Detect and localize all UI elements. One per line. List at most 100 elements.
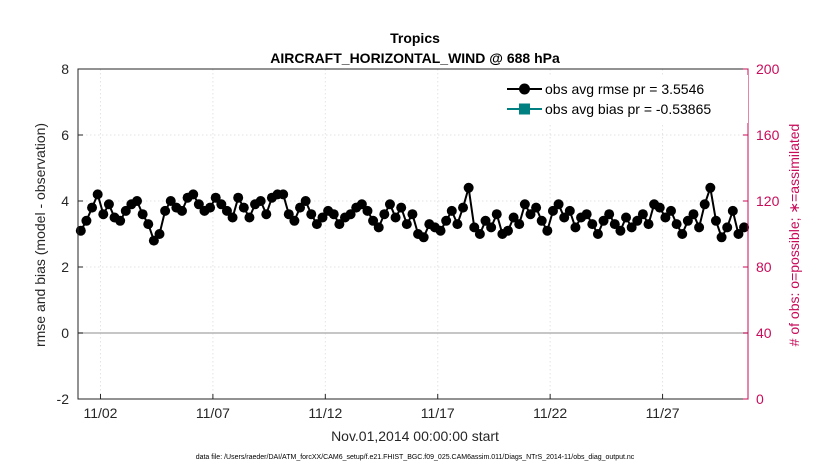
rmse-point: [694, 222, 705, 233]
x-tick-label: 11/02: [83, 405, 117, 421]
rmse-point: [671, 219, 682, 230]
x-tick-label: 11/22: [533, 405, 567, 421]
rmse-point: [137, 209, 148, 220]
rmse-point: [87, 202, 98, 213]
rmse-point: [564, 205, 575, 216]
rmse-point: [345, 209, 356, 220]
y-right-tick-label: 0: [756, 391, 764, 407]
rmse-point: [491, 209, 502, 220]
rmse-point: [238, 202, 249, 213]
rmse-point: [283, 209, 294, 220]
rmse-point: [553, 199, 564, 210]
rmse-point: [143, 219, 154, 230]
rmse-point: [165, 196, 176, 206]
rmse-point: [621, 212, 632, 223]
rmse-point: [581, 209, 592, 220]
legend-rmse-label: obs avg rmse pr = 3.5546: [545, 81, 704, 97]
data-file-footer: data file: /Users/raeder/DAI/ATM_forcXX/…: [196, 454, 635, 461]
rmse-point: [632, 215, 643, 226]
rmse-point: [486, 222, 497, 233]
y-axis-label-right: # of obs: o=possible; ∗=assimilated: [786, 124, 802, 347]
rmse-point: [654, 202, 665, 213]
rmse-point: [677, 229, 688, 239]
rmse-point: [221, 205, 232, 216]
rmse-point: [390, 212, 401, 223]
rmse-point: [660, 212, 671, 223]
rmse-point: [531, 202, 542, 213]
x-tick-label: 11/12: [308, 405, 342, 421]
rmse-point: [682, 215, 693, 226]
rmse-point: [396, 202, 407, 213]
rmse-point: [463, 182, 474, 193]
y-tick-label: 8: [61, 61, 69, 77]
rmse-point: [255, 196, 266, 206]
rmse-point: [356, 199, 367, 210]
rmse-point: [519, 199, 530, 210]
rmse-point: [469, 222, 480, 233]
rmse-point: [244, 212, 255, 223]
chart-title: Tropics: [390, 30, 440, 46]
y-tick-label: 4: [61, 193, 69, 209]
legend-rmse-marker: [519, 83, 530, 95]
rmse-point: [148, 235, 159, 246]
rmse-point: [542, 225, 553, 236]
rmse-point: [710, 215, 721, 226]
y-tick-label: 6: [61, 127, 69, 143]
rmse-point: [205, 202, 216, 213]
rmse-point: [132, 196, 143, 206]
rmse-point: [727, 205, 738, 216]
rmse-point: [103, 199, 114, 210]
rmse-point: [739, 222, 750, 233]
rmse-point: [373, 222, 384, 233]
rmse-point: [688, 209, 699, 220]
rmse-point: [452, 219, 463, 230]
rmse-point: [508, 212, 519, 223]
rmse-point: [368, 215, 379, 226]
legend-bias-label: obs avg bias pr = -0.53865: [545, 101, 711, 117]
rmse-point: [609, 219, 620, 230]
rmse-point: [98, 209, 109, 220]
rmse-point: [216, 199, 227, 210]
rmse-point: [458, 202, 469, 213]
rmse-point: [435, 225, 446, 236]
rmse-point: [733, 229, 744, 239]
rmse-point: [446, 205, 457, 216]
rmse-point: [115, 215, 126, 226]
rmse-point: [587, 219, 598, 230]
rmse-point: [722, 222, 733, 233]
rmse-point: [81, 215, 92, 226]
legend: obs avg rmse pr = 3.5546 obs avg bias pr…: [500, 75, 748, 123]
x-axis-label: Nov.01,2014 00:00:00 start: [331, 428, 499, 444]
rmse-point: [92, 189, 103, 200]
x-tick-label: 11/17: [421, 405, 455, 421]
rmse-point: [317, 212, 328, 223]
rmse-point: [407, 209, 418, 220]
rmse-point: [328, 209, 339, 220]
y-right-tick-label: 120: [756, 193, 780, 209]
rmse-point: [311, 219, 322, 230]
y-right-tick-label: 40: [756, 325, 772, 341]
rmse-point: [176, 205, 187, 216]
rmse-point: [160, 205, 171, 216]
rmse-point: [474, 229, 485, 239]
rmse-point: [547, 205, 558, 216]
rmse-point: [401, 219, 412, 230]
rmse-point: [227, 212, 238, 223]
y-tick-label: 0: [61, 325, 69, 341]
rmse-series: [75, 182, 750, 246]
chart-subtitle: AIRCRAFT_HORIZONTAL_WIND @ 688 hPa: [270, 50, 560, 66]
rmse-point: [300, 196, 311, 206]
y-right-tick-label: 200: [756, 61, 780, 77]
rmse-point: [120, 205, 131, 216]
rmse-point: [525, 209, 536, 220]
rmse-point: [615, 225, 626, 236]
rmse-point: [705, 182, 716, 193]
rmse-point: [233, 192, 244, 203]
rmse-point: [188, 189, 199, 200]
y-tick-label: 2: [61, 259, 69, 275]
rmse-point: [295, 202, 306, 213]
x-tick-label: 11/07: [196, 405, 230, 421]
rmse-point: [193, 199, 204, 210]
rmse-point: [570, 222, 581, 233]
